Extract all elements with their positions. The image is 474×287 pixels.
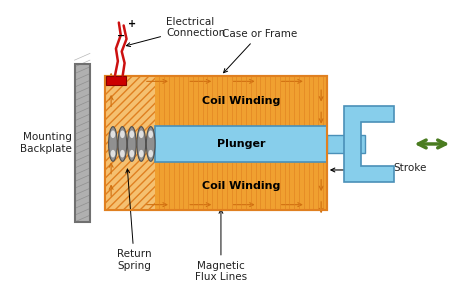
Ellipse shape [120,150,125,158]
Text: x: x [343,173,349,183]
Bar [105,75,327,210]
Ellipse shape [128,127,136,161]
Ellipse shape [148,150,153,158]
Ellipse shape [110,150,115,158]
Bar [105,126,155,162]
Ellipse shape [109,127,117,161]
Text: −: − [117,31,125,41]
Text: Electrical
Connection: Electrical Connection [127,17,225,46]
Ellipse shape [139,150,144,158]
Bar [327,135,365,153]
Text: Mounting
Backplate: Mounting Backplate [20,132,72,154]
Text: +: + [128,20,137,29]
Text: Stroke: Stroke [393,163,427,173]
Text: Plunger: Plunger [217,139,265,149]
Text: Coil Winding: Coil Winding [202,96,280,106]
Ellipse shape [120,130,125,138]
Bar [74,64,90,222]
Bar [106,75,126,85]
Bar [105,162,327,210]
Text: Return
Spring: Return Spring [117,169,152,271]
Bar [105,75,327,126]
Ellipse shape [129,130,134,138]
Bar [105,75,327,210]
Bar [155,162,327,210]
Ellipse shape [118,127,127,161]
Polygon shape [344,106,394,182]
Ellipse shape [110,130,115,138]
Text: Coil Winding: Coil Winding [202,181,280,191]
Ellipse shape [148,130,153,138]
Text: Magnetic
Flux Lines: Magnetic Flux Lines [195,210,247,282]
Text: Case or Frame: Case or Frame [222,29,297,73]
Ellipse shape [129,150,134,158]
Ellipse shape [139,130,144,138]
Ellipse shape [146,127,155,161]
Bar [155,126,327,162]
Bar [155,75,327,126]
Ellipse shape [137,127,146,161]
